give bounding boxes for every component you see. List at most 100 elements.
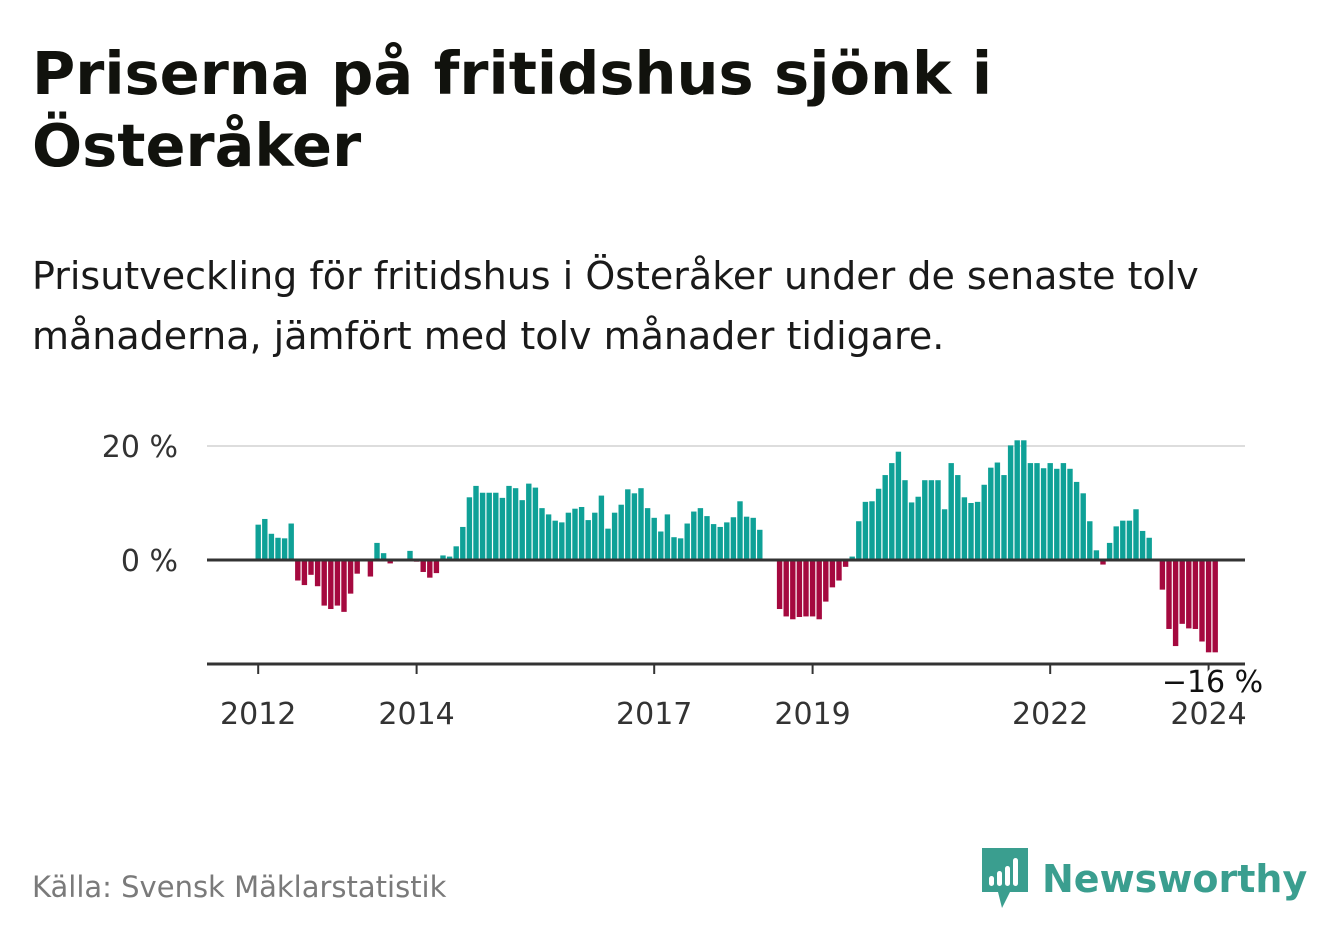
bar — [440, 555, 446, 560]
bar — [592, 512, 598, 560]
bar — [559, 522, 565, 560]
bar — [684, 523, 690, 560]
bar — [1139, 530, 1146, 560]
bar — [908, 502, 915, 560]
bar-chart-speech-bubble-icon — [982, 848, 1028, 908]
bar — [519, 500, 525, 560]
x-tick-label: 2017 — [616, 697, 692, 732]
bar — [328, 560, 334, 610]
bar — [1073, 481, 1080, 560]
bar — [882, 475, 888, 560]
bar — [1080, 493, 1086, 560]
bar — [262, 518, 268, 560]
bar — [374, 542, 380, 560]
bar — [730, 517, 737, 560]
bar — [1040, 468, 1047, 560]
bar — [255, 524, 261, 560]
bar — [743, 516, 750, 560]
bar — [427, 560, 433, 578]
bar — [1199, 560, 1205, 642]
brand-name: Newsworthy — [1042, 857, 1308, 901]
bar — [691, 511, 697, 560]
bar — [473, 485, 479, 560]
bar — [1054, 468, 1060, 560]
bar — [466, 497, 473, 560]
bar — [268, 533, 275, 560]
bar — [1120, 520, 1126, 560]
y-tick-label: 0 % — [121, 544, 178, 579]
bar — [301, 560, 308, 586]
bar — [506, 485, 512, 560]
bar — [783, 560, 789, 617]
bar — [532, 487, 539, 560]
bar — [631, 493, 638, 560]
bar — [671, 537, 677, 560]
bar — [493, 492, 499, 560]
bar — [420, 560, 426, 572]
bar — [836, 560, 842, 581]
bar — [1087, 521, 1093, 560]
bar — [869, 501, 875, 560]
bar — [618, 504, 624, 560]
bar — [347, 560, 354, 594]
brand-logo: Newsworthy — [982, 848, 1307, 910]
bar — [776, 560, 783, 610]
bar — [1014, 440, 1020, 560]
bar — [664, 514, 671, 560]
bar — [994, 462, 1001, 560]
x-tick-label: 2019 — [774, 697, 850, 732]
x-tick-label: 2012 — [220, 697, 296, 732]
bar — [1133, 509, 1139, 560]
bar — [955, 475, 961, 560]
bar — [724, 522, 730, 560]
bar — [651, 517, 657, 560]
bar — [935, 480, 941, 560]
bar — [961, 497, 968, 560]
x-tick-label: 2014 — [378, 697, 454, 732]
bar — [1007, 445, 1014, 560]
bar — [526, 483, 532, 560]
bar — [1047, 463, 1053, 560]
bar — [578, 506, 585, 560]
bar — [658, 531, 664, 560]
bar — [1186, 560, 1192, 629]
bar — [321, 560, 327, 606]
bar — [605, 528, 611, 560]
bar — [453, 546, 459, 560]
bar — [1106, 542, 1113, 560]
bar — [823, 560, 829, 602]
bar — [341, 560, 347, 612]
bar — [1113, 526, 1119, 560]
bar — [486, 492, 492, 560]
bar — [565, 512, 572, 560]
bar — [1205, 560, 1212, 653]
bar — [1126, 520, 1133, 560]
bar — [790, 560, 796, 620]
bar — [334, 560, 341, 606]
bar — [803, 560, 809, 617]
bar — [1067, 468, 1073, 560]
bar — [988, 467, 994, 560]
bar — [809, 560, 816, 617]
bar — [922, 480, 928, 560]
bar — [697, 508, 704, 560]
bar — [704, 516, 710, 560]
bar — [539, 508, 545, 560]
bar — [829, 560, 836, 588]
bar — [308, 560, 314, 575]
bar — [644, 508, 651, 560]
bar — [1060, 463, 1067, 560]
bar — [1212, 560, 1218, 653]
bar — [902, 480, 908, 560]
bar — [314, 560, 321, 587]
bar — [460, 526, 466, 560]
bar — [710, 524, 717, 560]
bar — [387, 560, 393, 564]
bar — [552, 520, 558, 560]
x-tick-label: 2024 — [1170, 697, 1246, 732]
bar — [499, 497, 506, 560]
bar — [433, 560, 440, 574]
bar — [1100, 560, 1106, 565]
bar — [611, 512, 618, 560]
chart-title: Priserna på fritidshus sjönk i Österåker — [32, 39, 993, 180]
